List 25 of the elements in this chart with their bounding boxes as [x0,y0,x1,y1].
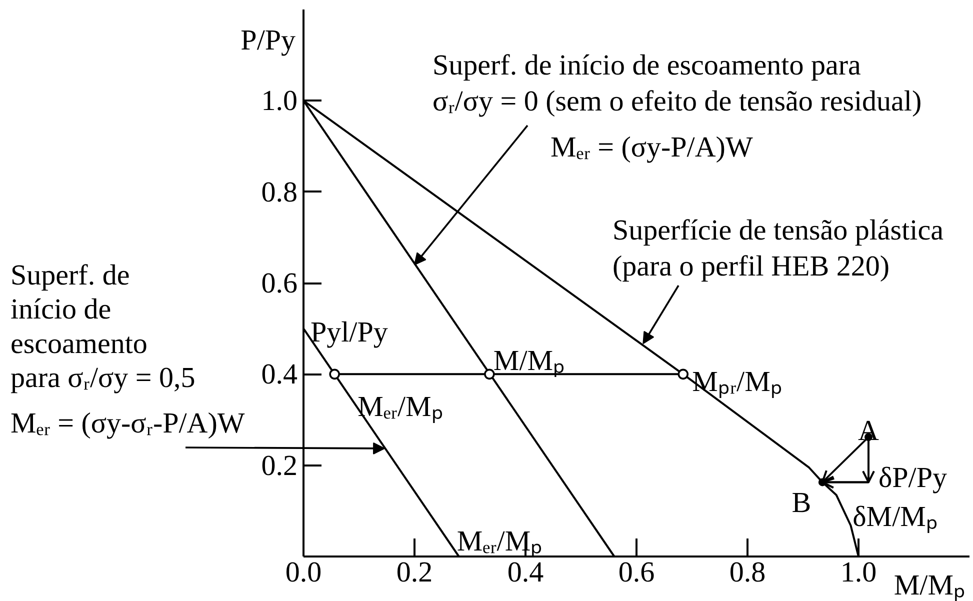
annotation: δP/Py [878,462,948,494]
x-tick-label: 0.0 [285,556,322,588]
annotation: Superf. de início de escoamento para σᵣ/σy = 0 (sem o efeito de tensão residual) [432,50,922,118]
y-tick-label: 0.8 [261,176,298,208]
x-tick-label: 0.6 [618,556,655,588]
annotation: Pyl/Py [310,316,388,349]
annotation: Mₑᵣ = (σy-σᵣ-P/A)W [10,408,246,440]
annotation: Mₑᵣ/Mₚ [358,391,444,424]
annotation: M/Mₚ [493,345,566,378]
y-axis-title: P/Py [240,24,296,56]
text: Superf. de início de escoamento para σᵣ/σy = 0,5 [10,260,196,394]
x-tick-label: 1.0 [840,556,877,588]
y-tick-label: 1.0 [261,85,298,118]
annotation: B [792,487,812,520]
x-tick-label: 0.2 [396,556,433,588]
annotation: Superfície de tensão plástica (para o perfil HEB 220) [612,214,944,282]
annotation: Mₑᵣ = (σy-P/A)W [550,132,754,164]
annotation: A [858,415,880,448]
annotation: δM/Mₚ [852,501,938,534]
annotation: Mₚᵣ/Mₚ [692,366,782,398]
x-tick-label: 0.8 [729,556,766,588]
x-tick-label: 0.4 [507,556,544,588]
y-tick-label: 0.6 [261,268,298,300]
y-tick-label: 0.4 [261,358,298,391]
y-tick-label: 0.2 [261,450,298,482]
